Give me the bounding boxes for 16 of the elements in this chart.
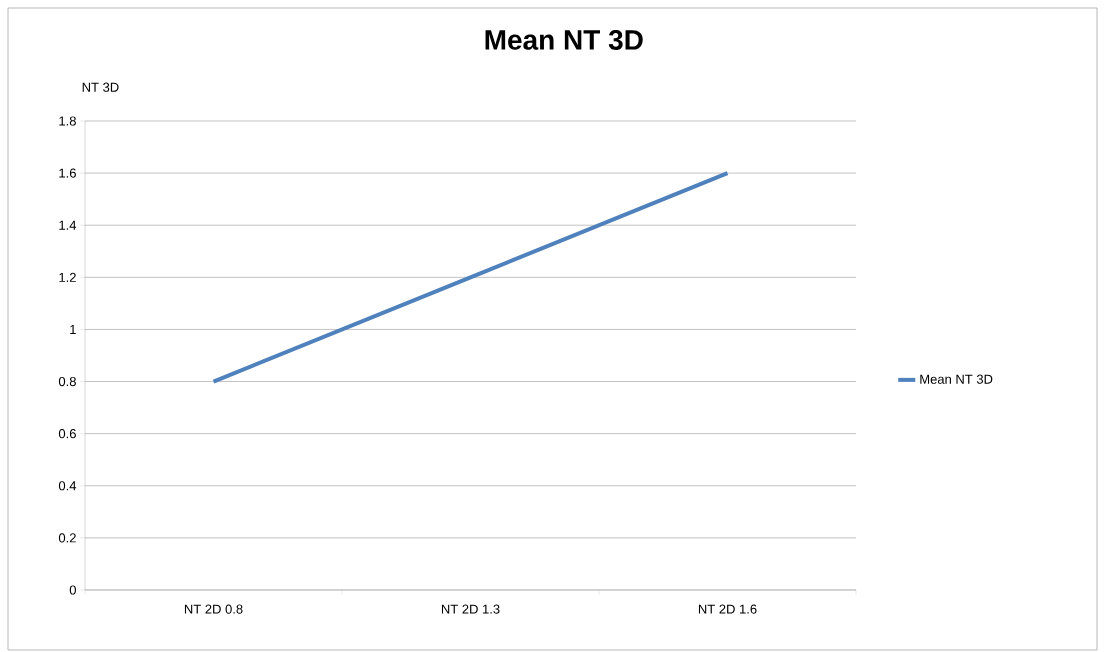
x-tick-label: NT 2D 1.3 [441,604,500,614]
y-tick-label: 1 [70,324,76,334]
legend-label: Mean NT 3D [920,374,993,384]
y-tick-label: 1.4 [59,220,77,230]
x-tick-label: NT 2D 1.6 [698,604,757,614]
y-tick-label: 0.4 [58,481,77,491]
y-axis-title: NT 3D [82,82,119,92]
y-tick-label: 0 [69,585,76,595]
x-tick-label: NT 2D 0.8 [184,604,243,614]
y-tick-label: 0.6 [58,429,76,439]
chart-title: Mean NT 3D [485,30,643,50]
y-tick-label: 1.8 [59,116,76,126]
y-tick-label: 0.8 [58,376,76,387]
y-tick-label: 1.6 [59,168,76,178]
y-tick-label: 0.2 [58,533,76,543]
y-tick-label: 1.2 [59,272,76,282]
